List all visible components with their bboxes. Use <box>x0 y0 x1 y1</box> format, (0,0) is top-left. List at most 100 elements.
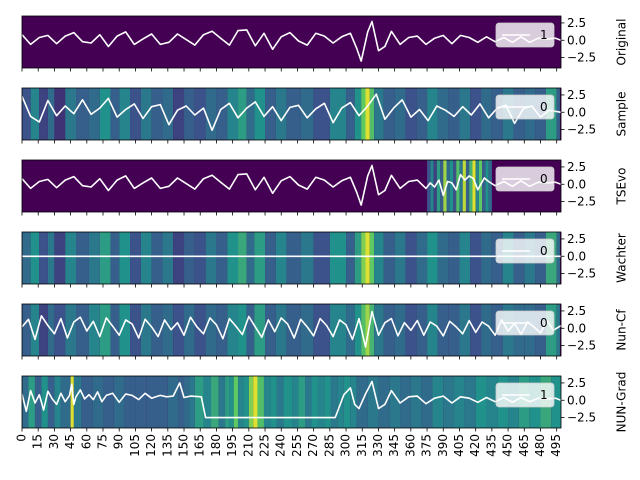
heat-stripe <box>374 88 384 140</box>
heat-stripe <box>405 232 417 284</box>
heat-stripe <box>151 88 163 140</box>
panel-3: 0 −2.5 0.0 2.5 Wachter <box>21 231 629 288</box>
y-tick-label: 2.5 <box>567 232 586 246</box>
heat-stripe <box>459 232 471 284</box>
heat-stripe <box>140 304 152 356</box>
x-tick-label: 75 <box>96 434 110 449</box>
heat-stripe <box>238 376 244 428</box>
axes-frame <box>21 231 562 285</box>
x-tick-label: 300 <box>339 434 353 457</box>
series-line <box>22 380 561 419</box>
heat-stripe <box>54 304 66 356</box>
y-tick-label: −2.5 <box>567 123 596 137</box>
heat-stripe <box>218 376 226 428</box>
heat-stripe <box>39 304 48 356</box>
panel-0: 1 −2.5 0.0 2.5 Original <box>21 15 629 72</box>
heat-stripe <box>383 232 395 284</box>
x-tick-label: 30 <box>47 434 61 449</box>
heat-stripe <box>430 160 434 212</box>
heat-stripe <box>454 376 465 428</box>
heat-stripe <box>30 88 40 140</box>
heat-stripe <box>475 376 487 428</box>
panel-label: Nun-Cf <box>615 309 629 351</box>
heat-stripe <box>205 232 217 284</box>
heat-stripe <box>65 88 77 140</box>
heat-stripe <box>99 304 111 356</box>
heat-stripe <box>313 232 330 284</box>
heat-stripe <box>469 160 473 212</box>
heat-stripe <box>472 160 476 212</box>
heat-stripe <box>292 376 299 428</box>
y-tick-label: 0.0 <box>567 249 586 263</box>
x-tick-label: 345 <box>387 434 401 457</box>
heatmap-background <box>22 16 561 68</box>
panel-label: Wachter <box>615 233 629 283</box>
x-tick-label: 285 <box>322 434 336 457</box>
heat-stripe <box>556 304 560 356</box>
y-tick-label: −2.5 <box>567 411 596 425</box>
y-tick-label: 0.0 <box>567 105 586 119</box>
heat-stripe <box>135 376 147 428</box>
heat-stripe <box>194 88 206 140</box>
panel-2: 0 −2.5 0.0 2.5 TSEvo <box>21 159 629 216</box>
heat-stripe <box>448 304 460 356</box>
heat-stripe <box>246 88 255 140</box>
heat-stripe <box>367 376 379 428</box>
heat-stripe <box>28 376 35 428</box>
heat-stripe <box>130 232 141 284</box>
heat-stripe <box>361 88 366 140</box>
heat-stripe <box>65 232 77 284</box>
heat-stripe <box>365 304 370 356</box>
panel-4: 0 −2.5 0.0 2.5 Nun-Cf <box>21 303 629 360</box>
heat-stripe <box>265 304 276 356</box>
heat-stripe <box>167 376 179 428</box>
heat-stripe <box>92 376 104 428</box>
panel-label: Sample <box>615 92 629 137</box>
x-tick-label: 465 <box>517 434 531 457</box>
heat-stripe <box>88 88 100 140</box>
heat-stripe <box>369 232 375 284</box>
axes-frame <box>21 159 562 213</box>
y-tick-label: 2.5 <box>567 16 586 30</box>
series-line <box>22 310 561 348</box>
series-line <box>22 164 561 206</box>
heat-stripe <box>178 376 185 428</box>
heat-stripe <box>330 376 338 428</box>
heat-stripe <box>173 88 185 140</box>
heat-stripe <box>551 376 561 428</box>
heat-stripe <box>265 88 276 140</box>
heat-stripe <box>184 232 195 284</box>
legend-label: 1 <box>540 28 548 42</box>
y-tick-label: 0.0 <box>567 321 586 335</box>
heat-stripe <box>124 376 136 428</box>
heat-stripe <box>556 88 560 140</box>
x-tick-label: 435 <box>484 434 498 457</box>
heat-stripe <box>238 304 247 356</box>
heat-stripe <box>119 304 131 356</box>
heat-stripe <box>275 232 287 284</box>
heat-stripe <box>76 88 89 140</box>
heat-stripe <box>374 304 384 356</box>
heat-stripe <box>481 232 492 284</box>
heat-stripe <box>22 232 31 284</box>
heat-stripe <box>443 376 455 428</box>
heat-stripe <box>110 232 120 284</box>
x-tick-label: 405 <box>452 434 466 457</box>
x-tick-label: 375 <box>420 434 434 457</box>
heat-stripe <box>410 376 422 428</box>
heat-stripe <box>39 232 48 284</box>
x-tick-label: 390 <box>436 434 450 457</box>
x-tick-label: 90 <box>112 434 126 449</box>
heat-stripe <box>329 304 347 356</box>
heat-stripe <box>248 376 254 428</box>
panel-1: 0 −2.5 0.0 2.5 Sample <box>21 87 629 144</box>
heat-stripe <box>416 232 428 284</box>
heat-stripe <box>146 376 158 428</box>
heat-stripe <box>205 304 217 356</box>
heat-stripe <box>394 88 406 140</box>
heat-stripe <box>130 88 141 140</box>
heat-stripe <box>459 88 471 140</box>
heat-stripe <box>253 376 258 428</box>
heat-stripe <box>151 232 163 284</box>
heat-stripe <box>440 160 444 212</box>
